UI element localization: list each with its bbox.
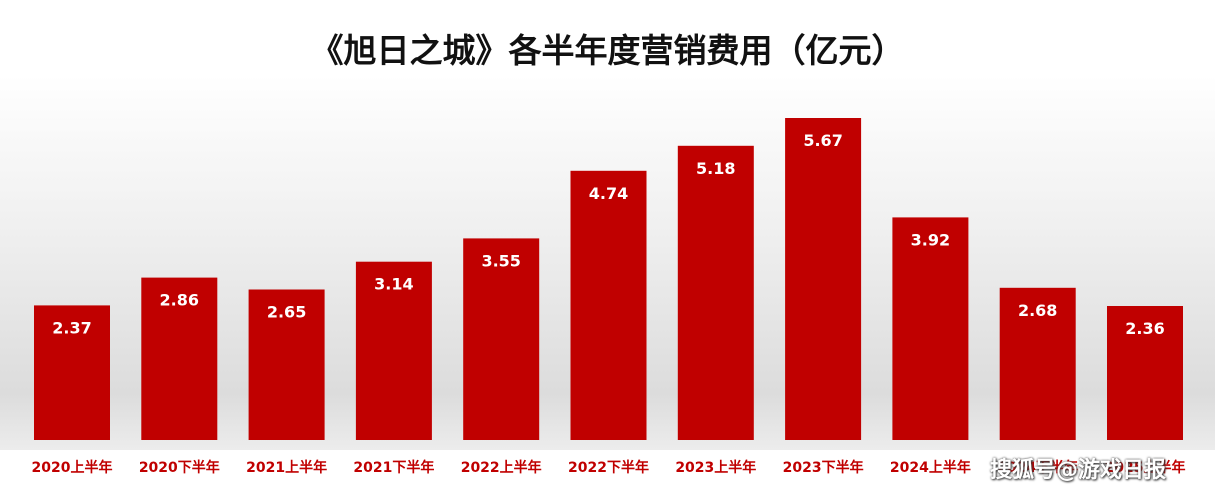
value-label: 5.18 bbox=[696, 159, 735, 178]
bars-group bbox=[34, 118, 1183, 441]
category-label: 2020上半年 bbox=[32, 459, 113, 476]
bar-2022下半年 bbox=[570, 170, 647, 441]
category-label: 2024下半年 bbox=[997, 459, 1078, 476]
value-label: 4.74 bbox=[589, 184, 628, 203]
category-label: 2023下半年 bbox=[783, 459, 864, 476]
bar-2024上半年 bbox=[892, 217, 969, 440]
value-label: 3.55 bbox=[481, 251, 520, 270]
bar-2023上半年 bbox=[677, 145, 754, 441]
category-label: 2022上半年 bbox=[461, 459, 542, 476]
value-label: 3.14 bbox=[374, 275, 413, 294]
bar-2020下半年 bbox=[141, 277, 218, 440]
category-label: 2024上半年 bbox=[890, 459, 971, 476]
bar-2022上半年 bbox=[463, 238, 540, 440]
bar-2020上半年 bbox=[34, 305, 110, 440]
value-label: 3.92 bbox=[911, 230, 950, 249]
category-labels-group: 2020上半年 2020下半年 2021上半年 2021下半年 2022上半年 2022下… bbox=[32, 459, 1186, 476]
value-label: 5.67 bbox=[803, 131, 842, 150]
bar-2025上半年 bbox=[1107, 306, 1183, 440]
bar-2021下半年 bbox=[355, 261, 432, 440]
value-label: 2.37 bbox=[52, 318, 91, 337]
bar-2021上半年 bbox=[248, 289, 325, 440]
bar-2023下半年 bbox=[785, 118, 862, 440]
value-label: 2.36 bbox=[1125, 319, 1164, 338]
value-labels-group: 2.37 2.86 2.65 3.14 3.55 4.74 5.18 5.67 3.92 2.68… bbox=[52, 131, 1164, 338]
chart-title: 《旭日之城》各半年度营销费用（亿元） bbox=[310, 31, 905, 70]
bar-2024下半年 bbox=[999, 287, 1076, 440]
category-label: 2025上半年 bbox=[1105, 459, 1186, 476]
category-label: 2023上半年 bbox=[675, 459, 756, 476]
watermark: 搜狐号@游戏日报 bbox=[990, 458, 1167, 483]
value-label: 2.86 bbox=[160, 291, 199, 310]
value-label: 2.65 bbox=[267, 303, 306, 322]
category-label: 2022下半年 bbox=[568, 459, 649, 476]
category-label: 2021上半年 bbox=[246, 459, 327, 476]
value-label: 2.68 bbox=[1018, 301, 1057, 320]
category-label: 2020下半年 bbox=[139, 459, 220, 476]
category-label: 2021下半年 bbox=[353, 459, 434, 476]
